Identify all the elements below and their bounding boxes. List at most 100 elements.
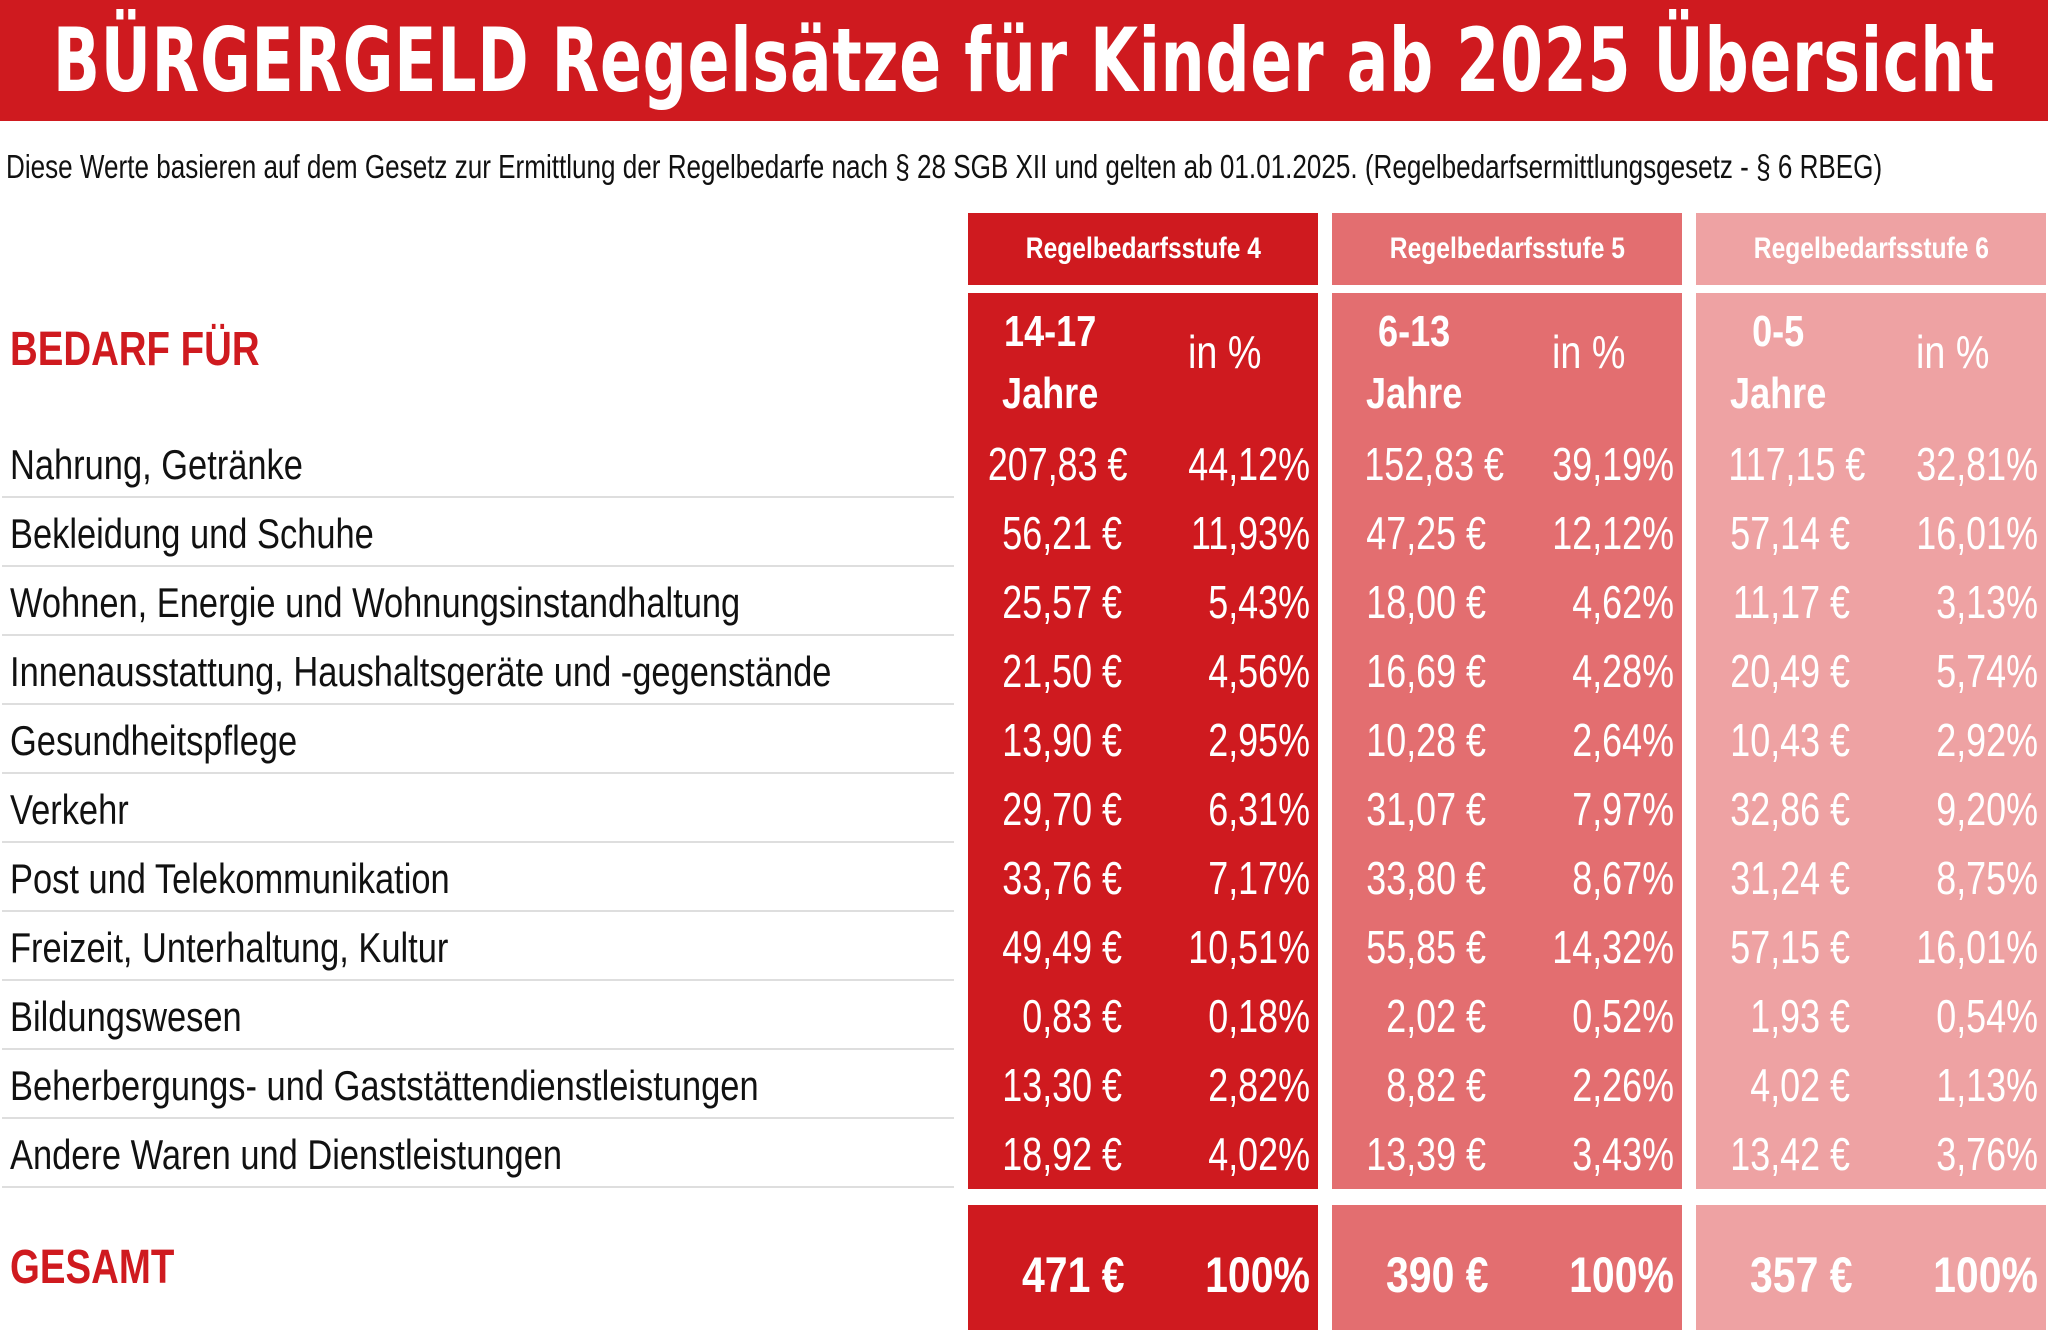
- cell-amount-6: 11,17 €: [1732, 576, 1850, 628]
- row-divider: [2, 634, 954, 636]
- row-label: Post und Telekommunikation: [10, 855, 450, 902]
- cell-amount-6: 31,24 €: [1730, 852, 1850, 904]
- cell-pct-5: 12,12%: [1552, 507, 1674, 559]
- pct-label-5: in %: [1552, 326, 1626, 378]
- row-divider: [2, 703, 954, 705]
- cell-amount-5: 2,02 €: [1386, 990, 1486, 1042]
- cell-amount-4: 0,83 €: [1022, 990, 1122, 1042]
- cell-amount-6: 1,93 €: [1750, 990, 1850, 1042]
- row-divider: [2, 772, 954, 774]
- cell-pct-4: 0,18%: [1208, 990, 1310, 1042]
- pct-label-4: in %: [1188, 326, 1262, 378]
- cell-pct-4: 44,12%: [1188, 438, 1310, 490]
- row-label: Beherbergungs- und Gaststättendienstleis…: [10, 1062, 759, 1109]
- age-range-4: 14-17 Jahre: [1002, 307, 1099, 418]
- cell-pct-6: 32,81%: [1916, 438, 2038, 490]
- cell-amount-5: 33,80 €: [1366, 852, 1486, 904]
- row-header-label: BEDARF FÜR: [10, 323, 260, 376]
- cell-pct-6: 3,76%: [1936, 1128, 2038, 1180]
- cell-amount-4: 18,92 €: [1002, 1128, 1122, 1180]
- stufe-5-label: Regelbedarfsstufe 5: [1389, 232, 1625, 265]
- total-pct-5: 100%: [1569, 1247, 1674, 1303]
- cell-amount-4: 13,30 €: [1002, 1059, 1122, 1111]
- cell-amount-5: 8,82 €: [1386, 1059, 1486, 1111]
- cell-pct-6: 8,75%: [1936, 852, 2038, 904]
- cell-pct-5: 14,32%: [1552, 921, 1674, 973]
- row-divider: [2, 496, 954, 498]
- cell-pct-6: 5,74%: [1936, 645, 2038, 697]
- total-amount-4: 471 €: [1021, 1247, 1125, 1303]
- cell-amount-5: 16,69 €: [1366, 645, 1486, 697]
- cell-amount-6: 57,15 €: [1730, 921, 1850, 973]
- cell-amount-4: 56,21 €: [1002, 507, 1122, 559]
- cell-pct-6: 1,13%: [1936, 1059, 2038, 1111]
- cell-pct-6: 3,13%: [1936, 576, 2038, 628]
- row-divider: [2, 841, 954, 843]
- cell-amount-5: 10,28 €: [1366, 714, 1486, 766]
- row-label: Verkehr: [10, 786, 129, 833]
- cell-amount-5: 55,85 €: [1366, 921, 1486, 973]
- cell-amount-5: 31,07 €: [1366, 783, 1486, 835]
- row-label: Bekleidung und Schuhe: [10, 510, 374, 557]
- cell-pct-4: 2,82%: [1208, 1059, 1310, 1111]
- row-divider: [2, 565, 954, 567]
- age-header-5: 6-13 Jahre in %: [1332, 293, 1682, 421]
- cell-pct-6: 16,01%: [1916, 507, 2038, 559]
- row-divider: [2, 979, 954, 981]
- stufe-4-label: Regelbedarfsstufe 4: [1025, 232, 1261, 265]
- row-label: Bildungswesen: [10, 993, 242, 1040]
- row-label: Gesundheitspflege: [10, 717, 298, 764]
- cell-amount-6: 20,49 €: [1730, 645, 1850, 697]
- cell-amount-6: 4,02 €: [1750, 1059, 1850, 1111]
- total-label: GESAMT: [10, 1241, 175, 1294]
- row-divider: [2, 1117, 954, 1119]
- total-block-5: [1332, 1205, 1682, 1330]
- stufe-5-header: Regelbedarfsstufe 5: [1332, 213, 1682, 285]
- cell-pct-6: 2,92%: [1936, 714, 2038, 766]
- cell-amount-6: 13,42 €: [1730, 1128, 1850, 1180]
- row-label: Nahrung, Getränke: [10, 441, 303, 488]
- cell-pct-4: 2,95%: [1208, 714, 1310, 766]
- stufe-6-body: [1696, 421, 2046, 1189]
- age-header-4: 14-17 Jahre in %: [968, 293, 1318, 421]
- age-range-6: 0-5 Jahre: [1730, 307, 1827, 418]
- total-block-6: [1696, 1205, 2046, 1330]
- cell-pct-4: 11,93%: [1190, 507, 1310, 559]
- cell-pct-6: 0,54%: [1936, 990, 2038, 1042]
- cell-amount-5: 152,83 €: [1364, 438, 1504, 490]
- cell-pct-5: 4,28%: [1572, 645, 1674, 697]
- row-label: Andere Waren und Dienstleistungen: [10, 1131, 563, 1178]
- row-divider: [2, 1186, 954, 1188]
- cell-amount-6: 10,43 €: [1730, 714, 1850, 766]
- cell-pct-4: 4,56%: [1208, 645, 1310, 697]
- cell-pct-5: 2,26%: [1572, 1059, 1674, 1111]
- row-label: Innenausstattung, Haushaltsgeräte und -g…: [10, 648, 832, 695]
- cell-amount-5: 18,00 €: [1366, 576, 1486, 628]
- cell-pct-5: 3,43%: [1572, 1128, 1674, 1180]
- cell-amount-4: 21,50 €: [1002, 645, 1122, 697]
- cell-pct-5: 0,52%: [1572, 990, 1674, 1042]
- cell-amount-4: 207,83 €: [987, 438, 1128, 490]
- cell-pct-5: 2,64%: [1572, 714, 1674, 766]
- cell-pct-6: 16,01%: [1916, 921, 2038, 973]
- row-divider: [2, 910, 954, 912]
- total-amount-5: 390 €: [1385, 1247, 1489, 1303]
- row-divider: [2, 1048, 954, 1050]
- page-title: BÜRGERGELD Regelsätze für Kinder ab 2025…: [52, 9, 1996, 112]
- cell-pct-4: 5,43%: [1208, 576, 1310, 628]
- cell-amount-4: 25,57 €: [1002, 576, 1122, 628]
- total-block-4: [968, 1205, 1318, 1330]
- cell-amount-6: 117,15 €: [1728, 438, 1866, 490]
- cell-amount-4: 33,76 €: [1002, 852, 1122, 904]
- cell-pct-5: 39,19%: [1552, 438, 1674, 490]
- stufe-4-header: Regelbedarfsstufe 4: [968, 213, 1318, 285]
- cell-pct-5: 4,62%: [1572, 576, 1674, 628]
- cell-amount-4: 13,90 €: [1002, 714, 1122, 766]
- cell-pct-5: 8,67%: [1572, 852, 1674, 904]
- subtitle: Diese Werte basieren auf dem Gesetz zur …: [6, 148, 1883, 185]
- cell-amount-4: 49,49 €: [1002, 921, 1122, 973]
- title-bar: BÜRGERGELD Regelsätze für Kinder ab 2025…: [0, 0, 2048, 121]
- cell-pct-4: 10,51%: [1188, 921, 1310, 973]
- cell-amount-4: 29,70 €: [1002, 783, 1122, 835]
- row-label: Freizeit, Unterhaltung, Kultur: [10, 924, 449, 971]
